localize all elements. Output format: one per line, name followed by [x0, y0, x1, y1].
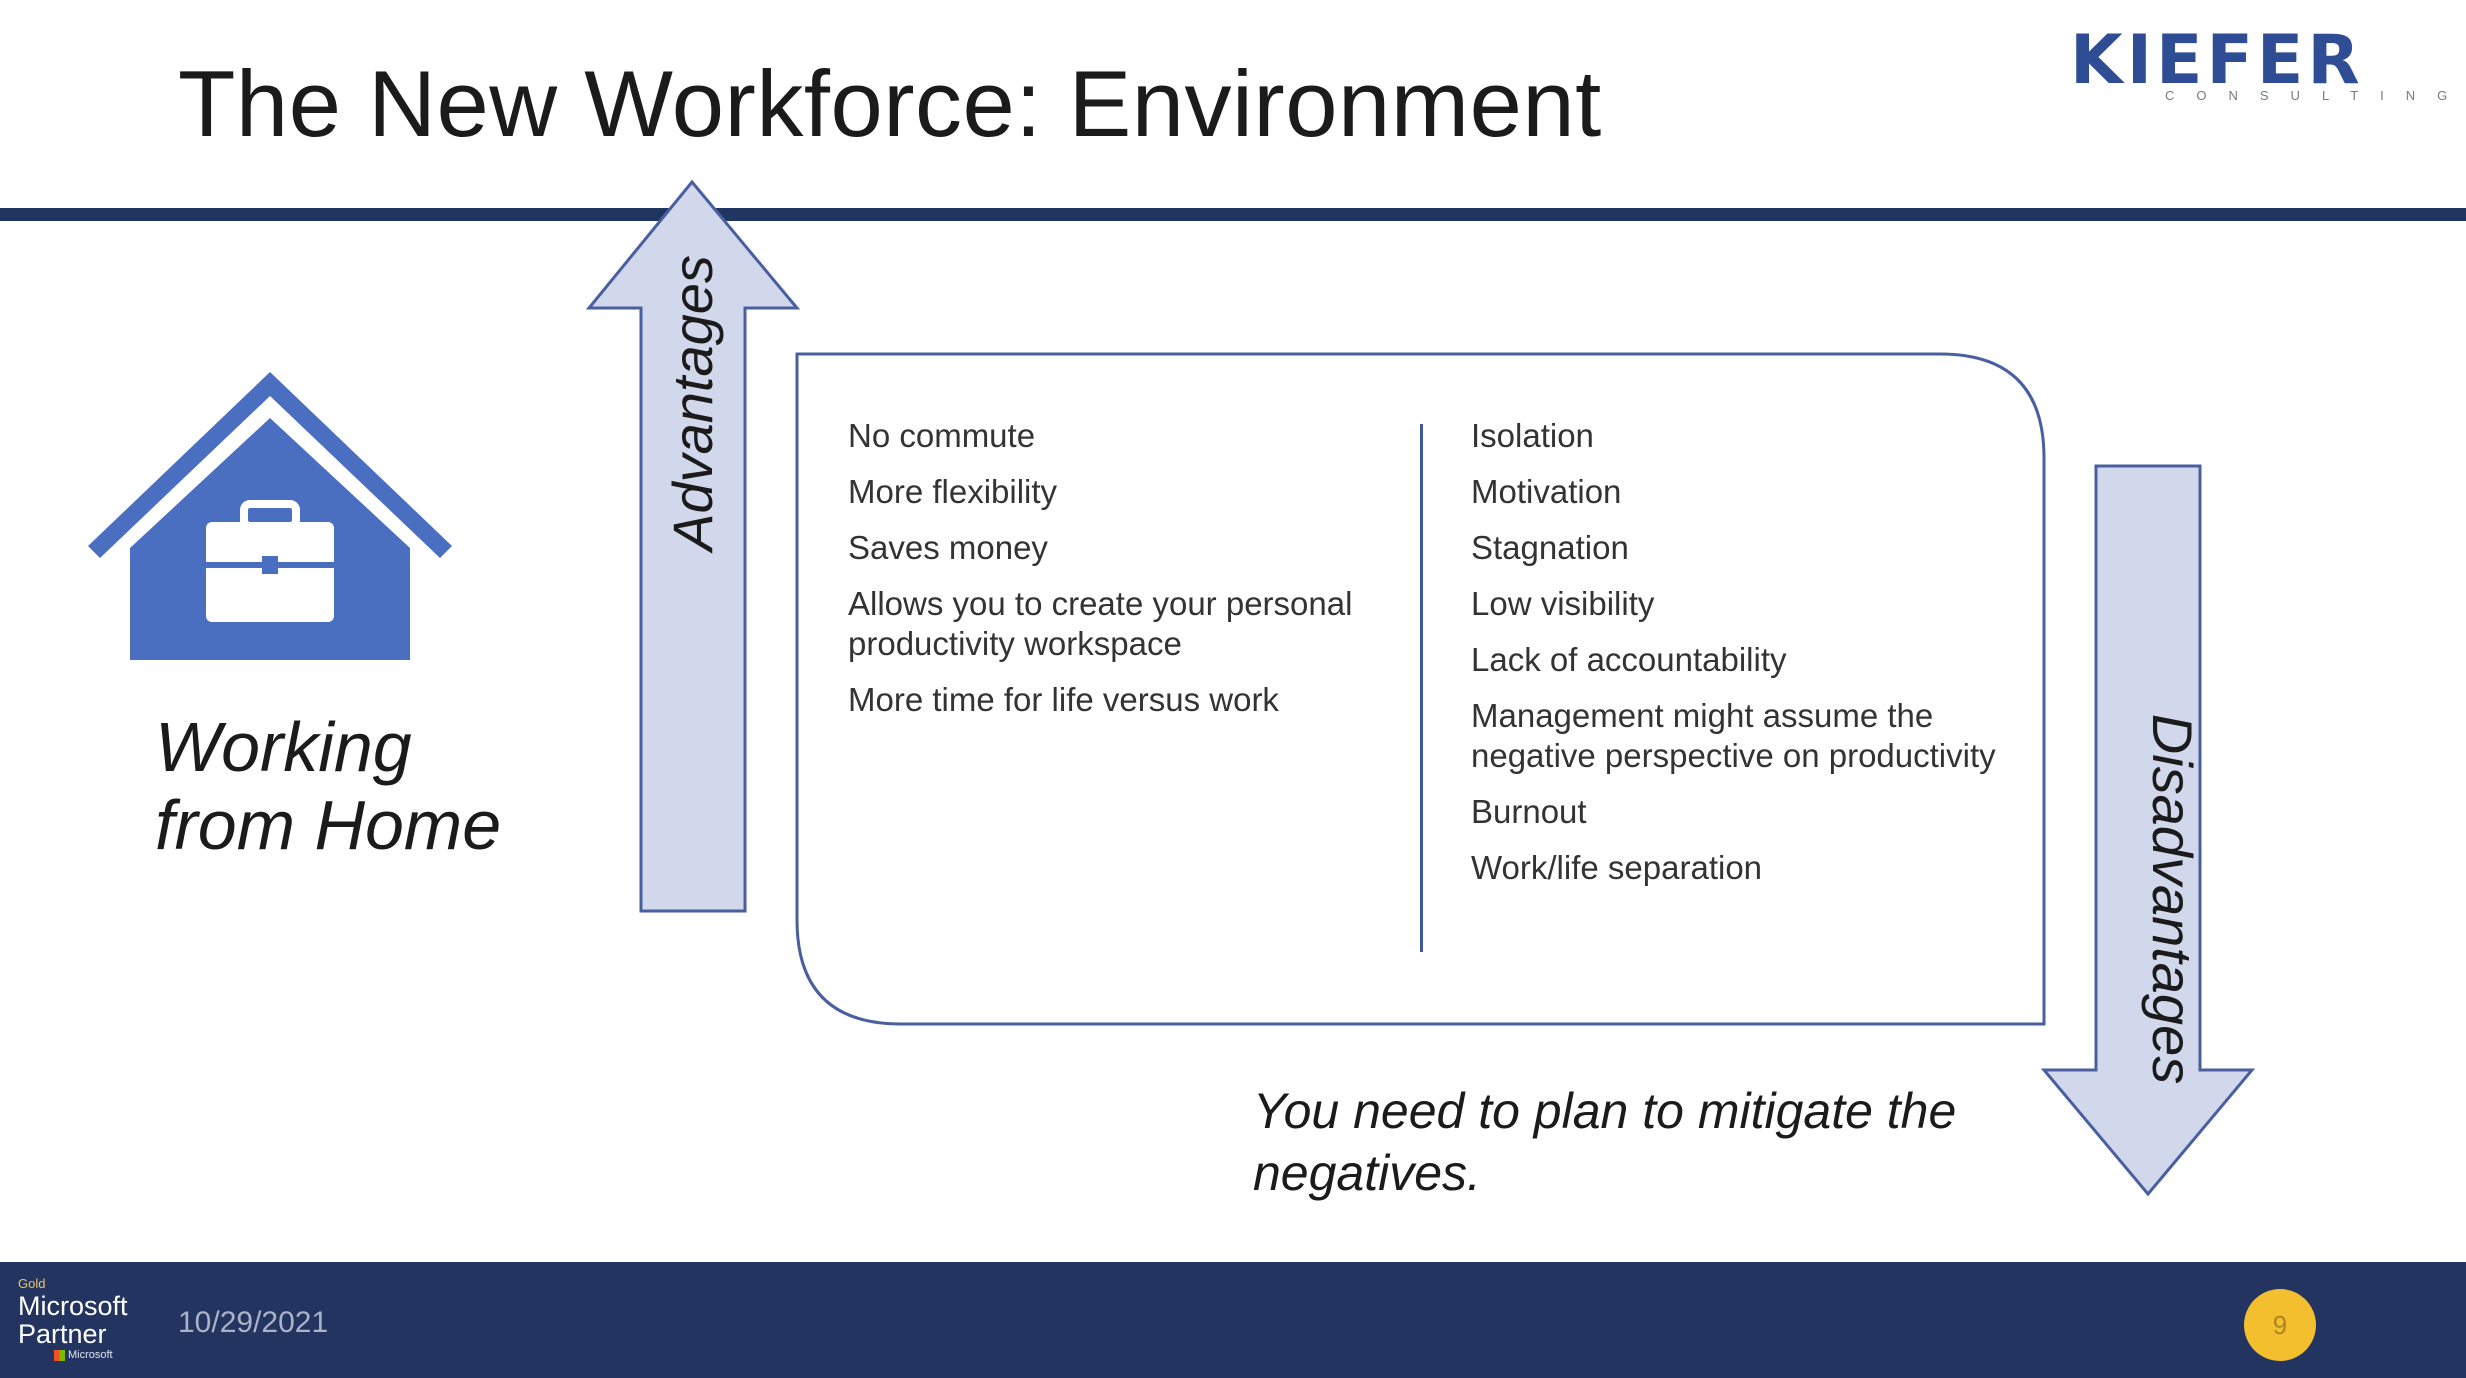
footer-bar: [0, 1262, 2466, 1378]
advantages-label: Advantages: [661, 255, 724, 551]
mitigation-note: You need to plan to mitigate the negativ…: [1253, 1080, 1956, 1204]
list-item: Burnout: [1471, 793, 1587, 830]
list-item: Isolation: [1471, 417, 1594, 454]
wfh-line-2: from Home: [155, 786, 502, 864]
list-item: More time for life versus work: [848, 681, 1279, 718]
disadvantages-list: Isolation Motivation Stagnation Low visi…: [1471, 416, 2031, 904]
list-item: Lack of accountability: [1471, 641, 1787, 678]
list-item: More flexibility: [848, 473, 1058, 510]
list-item: No commute: [848, 417, 1036, 454]
logo-word: KIEFER: [2070, 21, 2364, 100]
page-number-badge: 9: [2244, 1289, 2316, 1361]
microsoft-logo-icon: [54, 1349, 65, 1361]
header-rule: [0, 208, 2466, 221]
list-item: Stagnation: [1471, 529, 1629, 566]
slide-title: The New Workforce: Environment: [178, 51, 1602, 156]
partner-line-1: Microsoft: [18, 1291, 128, 1321]
partner-tier: Gold: [18, 1276, 46, 1291]
microsoft-partner-badge: Gold Microsoft Partner Microsoft: [18, 1276, 128, 1362]
logo-subtitle: CONSULTING: [2165, 88, 2466, 103]
wfh-line-1: Working: [155, 708, 412, 786]
advantages-list: No commute More flexibility Saves money …: [848, 416, 1408, 736]
list-item: Work/life separation: [1471, 849, 1763, 886]
list-item: Low visibility: [1471, 585, 1655, 622]
working-from-home-label: Working from Home: [155, 708, 501, 864]
mitigation-line-1: You need to plan to mitigate the: [1253, 1083, 1957, 1139]
slide-date: 10/29/2021: [178, 1306, 329, 1339]
house-briefcase-icon: [88, 372, 452, 660]
partner-brand-text: Microsoft: [68, 1349, 113, 1361]
disadvantages-arrow: [2040, 464, 2256, 1197]
disadvantages-label: Disadvantages: [2141, 713, 2204, 1085]
mitigation-line-2: negatives.: [1253, 1145, 1481, 1201]
partner-line-2: Partner: [18, 1319, 107, 1349]
partner-brand: Microsoft: [54, 1348, 128, 1362]
advantages-arrow: [585, 179, 801, 913]
kiefer-logo: KIEFER CONSULTING: [2070, 21, 2447, 104]
column-divider: [1420, 424, 1423, 952]
list-item: Management might assume the negative per…: [1471, 697, 1996, 774]
list-item: Allows you to create your personal produ…: [848, 585, 1353, 662]
list-item: Motivation: [1471, 473, 1622, 510]
list-item: Saves money: [848, 529, 1048, 566]
